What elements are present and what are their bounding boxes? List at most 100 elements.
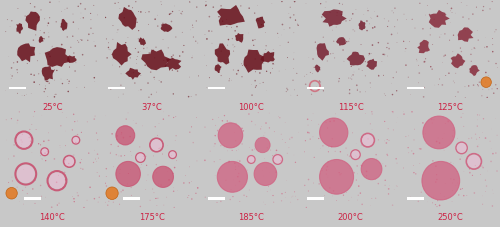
Circle shape	[110, 194, 112, 196]
Circle shape	[443, 55, 444, 57]
Circle shape	[266, 71, 268, 72]
Circle shape	[366, 175, 367, 176]
Circle shape	[232, 150, 233, 151]
Circle shape	[338, 172, 340, 173]
Circle shape	[44, 152, 46, 154]
Circle shape	[447, 3, 448, 4]
Circle shape	[57, 171, 58, 172]
Circle shape	[119, 204, 120, 205]
Circle shape	[191, 181, 192, 182]
Circle shape	[352, 74, 354, 76]
Circle shape	[466, 195, 467, 196]
Circle shape	[156, 205, 157, 206]
Circle shape	[169, 13, 170, 15]
Polygon shape	[346, 52, 365, 66]
Circle shape	[460, 51, 462, 52]
Circle shape	[427, 5, 428, 6]
Text: 100°C: 100°C	[238, 104, 264, 112]
Circle shape	[90, 13, 91, 14]
Circle shape	[241, 128, 243, 129]
Circle shape	[259, 72, 260, 74]
Circle shape	[258, 20, 260, 21]
Circle shape	[392, 77, 394, 78]
Circle shape	[340, 174, 341, 175]
Circle shape	[452, 136, 453, 137]
Circle shape	[46, 80, 47, 82]
Circle shape	[304, 185, 306, 186]
Circle shape	[40, 155, 41, 156]
Circle shape	[148, 11, 150, 12]
Circle shape	[44, 18, 45, 19]
Circle shape	[13, 192, 14, 193]
Circle shape	[152, 166, 174, 188]
Circle shape	[452, 51, 453, 52]
Circle shape	[162, 118, 164, 120]
Circle shape	[305, 84, 306, 85]
Circle shape	[488, 89, 489, 90]
Circle shape	[331, 146, 332, 148]
Circle shape	[323, 90, 324, 91]
Circle shape	[396, 42, 398, 43]
Circle shape	[116, 139, 117, 140]
Circle shape	[212, 87, 213, 88]
Circle shape	[352, 151, 360, 159]
Circle shape	[425, 58, 426, 59]
Circle shape	[77, 192, 78, 193]
Polygon shape	[67, 55, 76, 63]
Circle shape	[230, 189, 232, 190]
Polygon shape	[160, 23, 172, 32]
Circle shape	[209, 77, 210, 78]
Circle shape	[37, 60, 38, 61]
Circle shape	[82, 54, 84, 56]
Circle shape	[266, 122, 267, 124]
Circle shape	[130, 187, 132, 188]
Circle shape	[324, 195, 325, 196]
Circle shape	[252, 149, 253, 151]
Circle shape	[285, 122, 286, 123]
Circle shape	[106, 187, 118, 200]
Circle shape	[72, 14, 74, 15]
Circle shape	[475, 133, 476, 135]
Circle shape	[34, 74, 35, 76]
Circle shape	[356, 179, 357, 181]
Circle shape	[220, 201, 222, 202]
Circle shape	[305, 140, 306, 141]
Circle shape	[171, 56, 172, 58]
Circle shape	[272, 63, 274, 64]
Circle shape	[152, 50, 154, 51]
Bar	[208, 197, 225, 200]
Circle shape	[217, 130, 218, 131]
Circle shape	[180, 13, 182, 14]
Circle shape	[492, 44, 493, 45]
Circle shape	[293, 68, 294, 69]
Circle shape	[388, 128, 389, 129]
Circle shape	[472, 13, 474, 15]
Circle shape	[348, 41, 350, 42]
Circle shape	[108, 42, 109, 43]
Circle shape	[474, 192, 475, 194]
Circle shape	[68, 83, 69, 84]
Circle shape	[280, 160, 281, 161]
Circle shape	[330, 53, 331, 54]
Circle shape	[405, 48, 406, 49]
Circle shape	[146, 165, 147, 166]
Polygon shape	[164, 58, 182, 70]
Circle shape	[408, 147, 409, 148]
Circle shape	[137, 56, 138, 57]
Circle shape	[140, 11, 141, 13]
Circle shape	[370, 123, 371, 124]
Circle shape	[322, 199, 323, 200]
Circle shape	[482, 10, 484, 11]
Circle shape	[286, 91, 287, 92]
Circle shape	[49, 2, 50, 3]
Circle shape	[238, 70, 239, 71]
Circle shape	[248, 156, 254, 163]
Circle shape	[48, 140, 49, 141]
Circle shape	[295, 20, 296, 21]
Circle shape	[361, 158, 382, 180]
Circle shape	[342, 4, 343, 5]
Circle shape	[130, 151, 131, 152]
Circle shape	[138, 30, 139, 31]
Circle shape	[54, 69, 55, 70]
Circle shape	[246, 196, 248, 197]
